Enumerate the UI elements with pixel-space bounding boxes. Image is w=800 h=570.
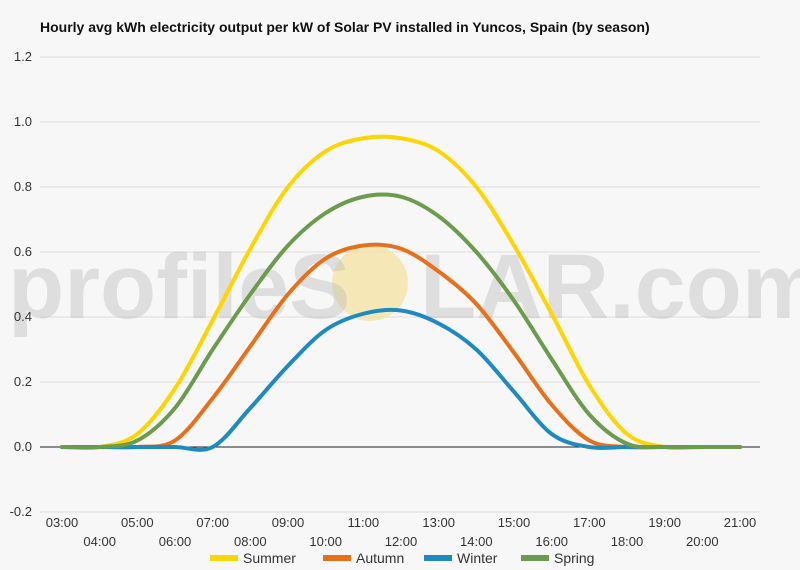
legend: Summer Autumn Winter Spring — [210, 550, 594, 566]
legend-label-summer: Summer — [243, 550, 296, 566]
x-tick-label: 03:00 — [46, 515, 79, 530]
x-tick-label: 12:00 — [385, 534, 418, 549]
x-tick-label: 15:00 — [498, 515, 531, 530]
x-tick-label: 07:00 — [196, 515, 229, 530]
x-tick-label: 13:00 — [422, 515, 455, 530]
y-tick-label: 0.8 — [14, 179, 32, 194]
x-tick-label: 09:00 — [272, 515, 305, 530]
legend-swatch-winter — [424, 555, 452, 561]
grid-lines — [40, 56, 760, 513]
watermark-text-left: profileS — [8, 236, 350, 338]
y-tick-label: 0.0 — [14, 439, 32, 454]
y-tick-label: 0.4 — [14, 309, 32, 324]
x-tick-label: 21:00 — [724, 515, 757, 530]
x-tick-label: 17:00 — [573, 515, 606, 530]
series-line-winter — [60, 307, 742, 452]
y-tick-label: -0.2 — [10, 504, 32, 519]
watermark-sun-icon — [332, 245, 408, 321]
series-line-spring — [60, 192, 742, 450]
x-axis-ticks: 03:00 04:00 05:00 06:00 07:00 08:00 09:00 10:00… — [46, 515, 757, 549]
x-tick-label: 18:00 — [611, 534, 644, 549]
watermark-text-right: LAR.com — [420, 236, 800, 338]
y-tick-label: 0.2 — [14, 374, 32, 389]
legend-swatch-autumn — [323, 555, 351, 561]
y-tick-label: 1.0 — [14, 114, 32, 129]
x-tick-label: 10:00 — [309, 534, 342, 549]
legend-swatch-summer — [210, 555, 238, 561]
x-tick-label: 04:00 — [83, 534, 116, 549]
legend-swatch-spring — [521, 555, 549, 561]
chart-title: Hourly avg kWh electricity output per kW… — [40, 19, 650, 35]
x-tick-label: 05:00 — [121, 515, 154, 530]
legend-label-winter: Winter — [457, 550, 498, 566]
x-tick-label: 08:00 — [234, 534, 267, 549]
legend-label-spring: Spring — [554, 550, 594, 566]
y-tick-label: 1.2 — [14, 49, 32, 64]
series-lines — [60, 134, 742, 452]
x-tick-label: 11:00 — [348, 515, 380, 530]
x-tick-label: 16:00 — [535, 534, 568, 549]
y-axis-ticks: -0.2 0.0 0.2 0.4 0.6 0.8 1.0 1.2 — [10, 49, 32, 519]
y-tick-label: 0.6 — [14, 244, 32, 259]
series-line-summer — [60, 134, 742, 450]
x-tick-label: 06:00 — [159, 534, 192, 549]
legend-label-autumn: Autumn — [356, 550, 404, 566]
x-tick-label: 20:00 — [686, 534, 719, 549]
x-tick-label: 14:00 — [460, 534, 493, 549]
x-tick-label: 19:00 — [648, 515, 681, 530]
